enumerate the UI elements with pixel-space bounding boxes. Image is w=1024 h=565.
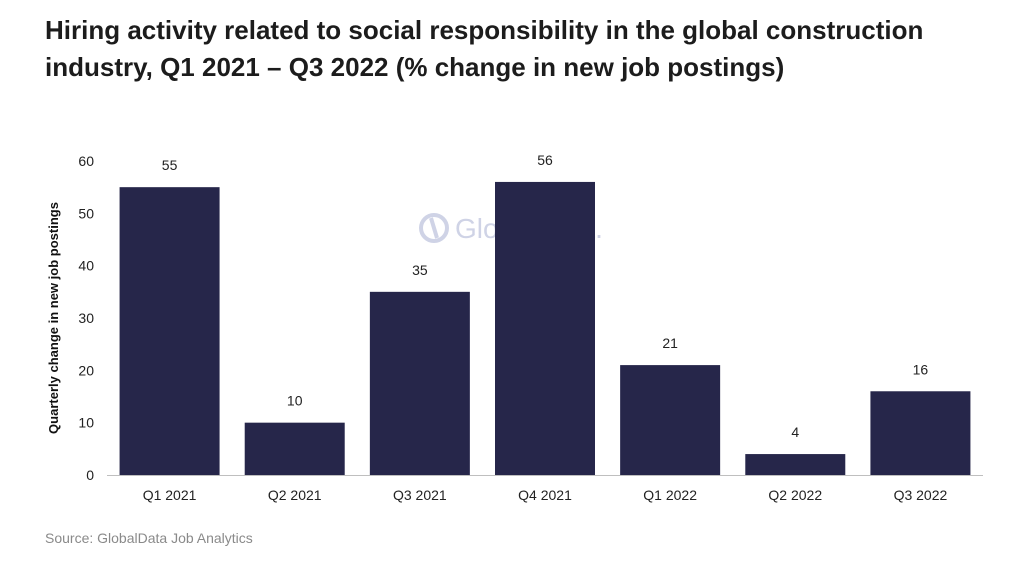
y-tick-label: 30 xyxy=(78,310,94,326)
bars xyxy=(119,181,971,475)
y-tick-label: 0 xyxy=(86,467,94,483)
chart-title: Hiring activity related to social respon… xyxy=(45,15,924,82)
y-tick-label: 40 xyxy=(78,258,94,274)
watermark-logo-icon xyxy=(419,213,449,243)
y-axis-label: Quarterly change in new job postings xyxy=(46,202,61,434)
x-tick-label: Q2 2021 xyxy=(268,487,322,503)
y-tick-label: 20 xyxy=(78,362,94,378)
x-tick-label: Q1 2022 xyxy=(643,487,697,503)
bar xyxy=(745,454,846,475)
data-label: 35 xyxy=(412,262,428,278)
x-tick-label: Q4 2021 xyxy=(518,487,572,503)
x-axis-ticks: Q1 2021 Q2 2021 Q3 2021 Q4 2021 Q1 2022 Q2 20… xyxy=(143,487,948,503)
data-label: 10 xyxy=(287,393,303,409)
bar xyxy=(495,181,595,475)
y-tick-label: 50 xyxy=(78,205,94,221)
x-tick-label: Q3 2022 xyxy=(894,487,948,503)
data-label: 16 xyxy=(913,361,929,377)
data-label: 55 xyxy=(162,157,178,173)
y-tick-label: 60 xyxy=(78,153,94,169)
y-axis-ticks: 0 10 20 30 40 50 60 xyxy=(78,153,94,483)
bar xyxy=(369,291,470,475)
bar xyxy=(244,422,345,475)
data-label: 56 xyxy=(537,152,553,168)
x-tick-label: Q3 2021 xyxy=(393,487,447,503)
source-note: Source: GlobalData Job Analytics xyxy=(45,530,253,546)
data-label: 21 xyxy=(662,335,678,351)
bar xyxy=(870,391,971,475)
bar xyxy=(620,365,721,475)
data-labels: 55 10 35 56 21 4 16 xyxy=(162,152,929,440)
data-label: 4 xyxy=(791,424,799,440)
x-tick-label: Q1 2021 xyxy=(143,487,197,503)
y-tick-label: 10 xyxy=(78,415,94,431)
bar xyxy=(119,187,220,475)
x-tick-label: Q2 2022 xyxy=(768,487,822,503)
